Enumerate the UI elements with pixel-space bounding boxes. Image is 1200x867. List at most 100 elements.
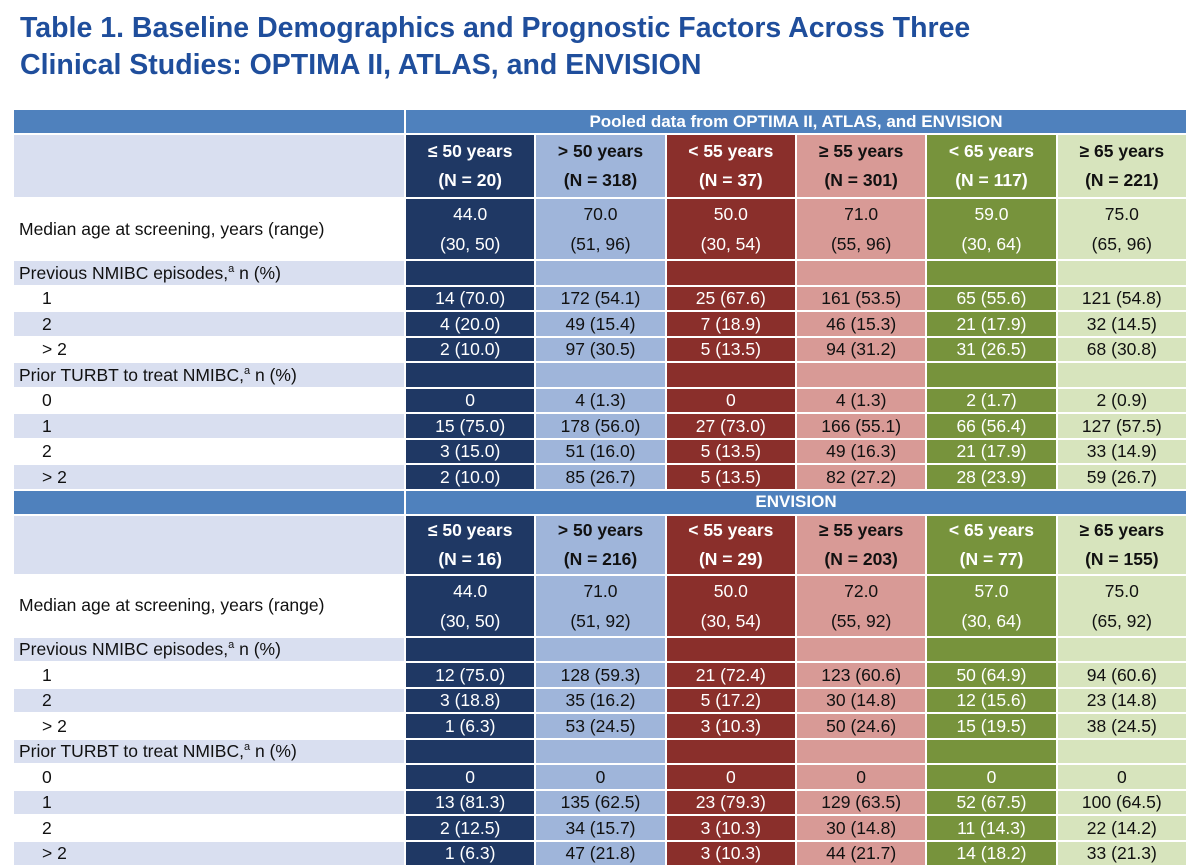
column-n: (N = 216) bbox=[563, 548, 638, 569]
value: 50.0 bbox=[713, 204, 748, 224]
row-label: 1 bbox=[12, 661, 406, 689]
value: (30, 54) bbox=[700, 610, 761, 631]
value-cell: 12 (75.0) bbox=[403, 661, 537, 689]
value: 72.0 bbox=[844, 580, 879, 601]
title-line: Clinical Studies: OPTIMA II, ATLAS, and … bbox=[20, 49, 702, 81]
column-header: ≤ 50 years (N = 16) bbox=[403, 513, 537, 576]
data-row: Median age at screening, years (range) 44… bbox=[12, 573, 1189, 638]
value-cell: 59.0 (30, 64) bbox=[925, 197, 1058, 261]
column-header: < 65 years (N = 117) bbox=[925, 133, 1058, 199]
value-cell: 22 (14.2) bbox=[1055, 814, 1189, 842]
data-row: Prior TURBT to treat NMIBC,a n (%) bbox=[12, 737, 1189, 765]
value-cell: 0 bbox=[534, 763, 667, 791]
value-cell: 121 (54.8) bbox=[1055, 284, 1189, 312]
value: 59.0 bbox=[974, 204, 1009, 224]
value-cell: 100 (64.5) bbox=[1055, 788, 1189, 816]
header-row: ≤ 50 years (N = 16) > 50 years (N = 216) < 5… bbox=[12, 513, 1189, 576]
column-label: ≤ 50 years bbox=[427, 519, 513, 540]
cell bbox=[12, 488, 406, 516]
cell bbox=[1055, 635, 1189, 663]
row-label: Previous NMIBC episodes,a n (%) bbox=[12, 635, 406, 663]
column-label: ≥ 55 years bbox=[818, 141, 904, 161]
row-label: 1 bbox=[12, 412, 406, 440]
value: (51, 92) bbox=[570, 610, 631, 631]
value-cell: 85 (26.7) bbox=[534, 463, 667, 491]
value-cell: 11 (14.3) bbox=[925, 814, 1058, 842]
column-n: (N = 16) bbox=[438, 548, 503, 569]
value-cell: 3 (10.3) bbox=[664, 839, 797, 867]
value-cell: 21 (17.9) bbox=[925, 310, 1058, 338]
value-cell: 0 bbox=[925, 763, 1058, 791]
value-cell: 27 (73.0) bbox=[664, 412, 797, 440]
value-cell: 0 bbox=[1055, 763, 1189, 791]
column-header: ≥ 55 years (N = 301) bbox=[794, 133, 928, 199]
value-cell: 51 (16.0) bbox=[534, 437, 667, 465]
cell bbox=[664, 737, 797, 765]
cell bbox=[794, 361, 928, 389]
cell bbox=[12, 133, 406, 199]
value-cell: 0 bbox=[403, 386, 537, 414]
column-label: < 55 years bbox=[688, 141, 774, 161]
value-cell: 71.0 (55, 96) bbox=[794, 197, 928, 261]
value: (30, 64) bbox=[961, 610, 1022, 631]
column-label: ≥ 65 years bbox=[1079, 519, 1165, 540]
value-cell: 0 bbox=[403, 763, 537, 791]
row-label: 0 bbox=[12, 763, 406, 791]
row-label: > 2 bbox=[12, 712, 406, 740]
column-n: (N = 155) bbox=[1085, 548, 1159, 569]
value-cell: 44 (21.7) bbox=[794, 839, 928, 867]
value-cell: 31 (26.5) bbox=[925, 335, 1058, 363]
value-cell: 23 (79.3) bbox=[664, 788, 797, 816]
value-cell: 2 (12.5) bbox=[403, 814, 537, 842]
value-cell: 32 (14.5) bbox=[1055, 310, 1189, 338]
column-n: (N = 117) bbox=[955, 170, 1028, 190]
label-unit: n (%) bbox=[234, 639, 281, 660]
value: 57.0 bbox=[974, 580, 1009, 601]
value-cell: 1 (6.3) bbox=[403, 839, 537, 867]
cell bbox=[403, 635, 537, 663]
value-cell: 94 (31.2) bbox=[794, 335, 928, 363]
row-label: Prior TURBT to treat NMIBC,a n (%) bbox=[12, 361, 406, 389]
column-header: < 55 years (N = 37) bbox=[664, 133, 797, 199]
footnote-mark: a bbox=[243, 364, 251, 377]
value-cell: 2 (1.7) bbox=[925, 386, 1058, 414]
section-row: Pooled data from OPTIMA II, ATLAS, and E… bbox=[12, 108, 1188, 135]
value-cell: 59 (26.7) bbox=[1055, 463, 1189, 491]
row-label: Median age at screening, years (range) bbox=[12, 573, 406, 638]
column-label: > 50 years bbox=[557, 141, 644, 161]
row-label: Median age at screening, years (range) bbox=[12, 197, 406, 261]
column-label: ≥ 55 years bbox=[818, 519, 904, 540]
value: (51, 96) bbox=[570, 234, 631, 254]
value-cell: 72.0 (55, 92) bbox=[794, 573, 928, 638]
column-n: (N = 221) bbox=[1085, 170, 1159, 190]
cell bbox=[403, 361, 537, 389]
value-cell: 14 (18.2) bbox=[925, 839, 1058, 867]
value-cell: 3 (15.0) bbox=[403, 437, 537, 465]
value-cell: 2 (10.0) bbox=[403, 463, 537, 491]
cell bbox=[664, 635, 797, 663]
value-cell: 21 (17.9) bbox=[925, 437, 1058, 465]
value-cell: 46 (15.3) bbox=[794, 310, 928, 338]
data-row: 1 14 (70.0) 172 (54.1) 25 (67.6) 161 (53.5) 6… bbox=[12, 284, 1189, 312]
value-cell: 75.0 (65, 96) bbox=[1055, 197, 1189, 261]
cell bbox=[925, 361, 1058, 389]
value: (55, 92) bbox=[830, 610, 892, 631]
value-cell: 30 (14.8) bbox=[794, 686, 928, 714]
section-row: ENVISION bbox=[12, 488, 1188, 516]
column-n: (N = 77) bbox=[959, 548, 1024, 569]
cell bbox=[925, 635, 1058, 663]
row-label: Previous NMIBC episodes,a n (%) bbox=[12, 259, 406, 287]
title-line: Table 1. Baseline Demographics and Progn… bbox=[20, 12, 971, 44]
value: (55, 96) bbox=[830, 234, 892, 254]
value-cell: 3 (18.8) bbox=[403, 686, 537, 714]
value-cell: 66 (56.4) bbox=[925, 412, 1058, 440]
column-label: < 65 years bbox=[948, 141, 1035, 161]
value: 50.0 bbox=[713, 580, 748, 601]
value-cell: 178 (56.0) bbox=[534, 412, 667, 440]
label-unit: n (%) bbox=[250, 741, 297, 762]
